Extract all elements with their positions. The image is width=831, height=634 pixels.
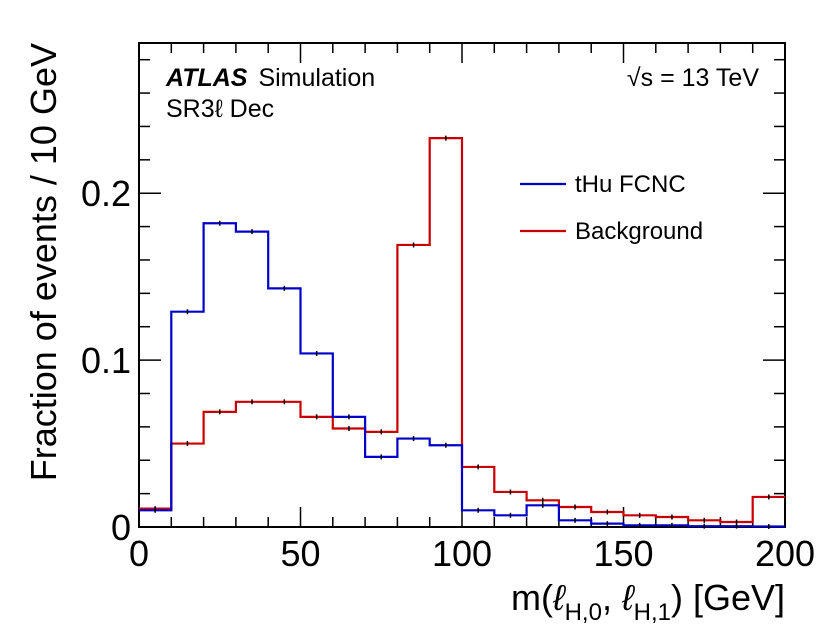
legend-label: tHu FCNC bbox=[575, 171, 686, 198]
x-axis-title-suffix: ) [GeV] bbox=[671, 577, 785, 618]
energy-sqrt-s: √s bbox=[627, 64, 653, 92]
atlas-label: ATLAS Simulation bbox=[165, 64, 375, 92]
x-axis-title-sub1: H,1 bbox=[634, 599, 671, 626]
x-tick-labels: 0 50 100 150 200 bbox=[129, 533, 815, 574]
x-tick-label: 200 bbox=[755, 533, 815, 574]
series-layer bbox=[139, 135, 785, 529]
x-axis-title-ell: ℓ bbox=[552, 577, 567, 618]
y-axis-title: Fraction of events / 10 GeV bbox=[23, 43, 64, 481]
x-tick-label: 0 bbox=[129, 533, 149, 574]
region-label: SR3ℓ Dec bbox=[166, 95, 274, 123]
x-axis-title-prefix: m( bbox=[511, 577, 553, 618]
x-tick-label: 150 bbox=[593, 533, 653, 574]
x-tick-label: 100 bbox=[432, 533, 492, 574]
atlas-experiment: ATLAS bbox=[165, 64, 248, 92]
y-tick-labels: 0 0.1 0.2 bbox=[81, 173, 131, 548]
energy-value: = 13 TeV bbox=[653, 64, 759, 92]
atlas-simulation: Simulation bbox=[258, 64, 375, 92]
legend-label: Background bbox=[575, 218, 703, 245]
y-tick-label: 0.2 bbox=[81, 173, 131, 214]
x-axis-title-sub0: H,0 bbox=[565, 599, 602, 626]
y-tick-label: 0 bbox=[111, 507, 131, 548]
x-tick-label: 50 bbox=[280, 533, 320, 574]
x-axis-title: m(ℓH,0, ℓH,1) [GeV] bbox=[511, 577, 785, 626]
y-tick-label: 0.1 bbox=[81, 340, 131, 381]
x-axis-title-sep: , bbox=[602, 577, 622, 618]
legend: tHu FCNC Background bbox=[520, 171, 703, 245]
x-axis-title-ell-2: ℓ bbox=[621, 577, 636, 618]
series-thu-fcnc bbox=[139, 220, 785, 529]
energy-label: √s = 13 TeV bbox=[627, 64, 759, 92]
